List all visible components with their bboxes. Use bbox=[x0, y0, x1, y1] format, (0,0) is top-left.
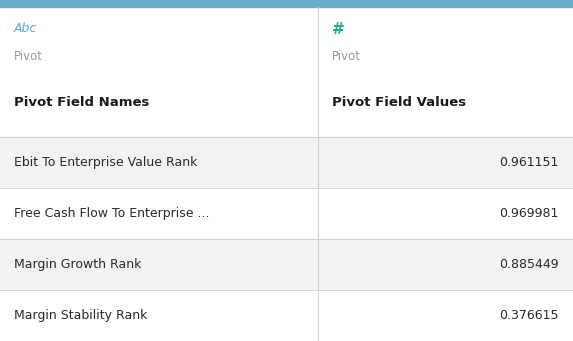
Bar bbox=[0, 137, 573, 188]
Text: Pivot: Pivot bbox=[332, 50, 361, 63]
Text: 0.961151: 0.961151 bbox=[500, 156, 559, 169]
Bar bbox=[0, 290, 573, 341]
Text: Pivot Field Names: Pivot Field Names bbox=[14, 95, 150, 108]
Text: Pivot Field Values: Pivot Field Values bbox=[332, 95, 466, 108]
Text: Pivot: Pivot bbox=[14, 50, 43, 63]
Bar bbox=[0, 239, 573, 290]
Text: 0.969981: 0.969981 bbox=[500, 207, 559, 220]
Bar bbox=[0, 0, 573, 7]
Text: Free Cash Flow To Enterprise ...: Free Cash Flow To Enterprise ... bbox=[14, 207, 210, 220]
Text: Margin Stability Rank: Margin Stability Rank bbox=[14, 309, 147, 322]
Text: #: # bbox=[332, 21, 345, 36]
Text: 0.885449: 0.885449 bbox=[500, 258, 559, 271]
Text: 0.376615: 0.376615 bbox=[500, 309, 559, 322]
Text: Ebit To Enterprise Value Rank: Ebit To Enterprise Value Rank bbox=[14, 156, 197, 169]
Bar bbox=[0, 7, 573, 137]
Text: Margin Growth Rank: Margin Growth Rank bbox=[14, 258, 142, 271]
Bar bbox=[0, 188, 573, 239]
Text: Abc: Abc bbox=[14, 23, 37, 35]
